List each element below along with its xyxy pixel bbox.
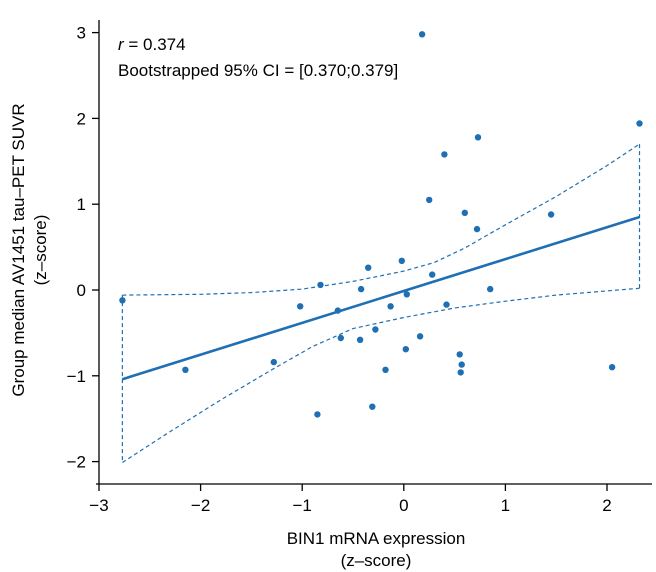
data-point: [443, 301, 450, 308]
data-point: [365, 264, 372, 271]
y-ticks: −2 −1 0 1 2 3: [67, 24, 99, 472]
y-tick-label: 3: [77, 24, 86, 43]
confidence-band: [121, 143, 641, 464]
data-point: [473, 225, 481, 233]
data-point: [357, 285, 365, 293]
x-tick-label: 2: [602, 496, 611, 515]
data-point: [314, 411, 321, 418]
x-tick-label: 0: [399, 496, 408, 515]
x-axis-title: BIN1 mRNA expression: [287, 529, 466, 548]
r-annotation: r = 0.374: [118, 35, 186, 54]
data-point: [182, 366, 189, 373]
data-point: [418, 31, 426, 38]
data-point: [337, 334, 344, 342]
data-point: [487, 285, 494, 293]
data-point: [297, 303, 304, 310]
y-tick-label: 0: [77, 281, 86, 300]
x-ticks: −3 −2 −1 0 1 2: [89, 484, 612, 515]
y-tick-label: 1: [77, 195, 86, 214]
r-symbol: r: [118, 35, 125, 54]
data-point: [547, 211, 555, 218]
x-tick-label: −1: [293, 496, 312, 515]
data-point: [356, 336, 364, 343]
ci-annotation: Bootstrapped 95% CI = [0.370;0.379]: [118, 61, 398, 80]
x-tick-label: −3: [89, 496, 108, 515]
data-point: [461, 209, 468, 216]
data-point: [372, 326, 379, 333]
data-point: [398, 257, 405, 264]
data-point: [474, 134, 482, 141]
axes: [96, 20, 652, 485]
y-tick-label: −2: [67, 453, 86, 472]
data-point: [270, 358, 277, 366]
data-point: [636, 120, 643, 127]
y-tick-label: −1: [67, 367, 86, 386]
x-axis-subtitle: (z–score): [341, 551, 412, 570]
y-axis-subtitle: (z–score): [31, 215, 50, 286]
data-point: [334, 307, 341, 314]
data-point: [426, 196, 433, 204]
ci-upper-line: [122, 143, 640, 296]
regression-line: [121, 215, 640, 381]
r-value: = 0.374: [124, 35, 186, 54]
data-points: [119, 31, 643, 418]
regression-fit: [121, 215, 640, 381]
data-point: [402, 346, 409, 353]
data-point: [441, 151, 448, 158]
data-point: [456, 351, 463, 358]
data-point: [382, 366, 389, 373]
data-point: [429, 271, 436, 278]
data-point: [457, 369, 464, 376]
data-point: [608, 364, 616, 371]
data-point: [403, 291, 410, 298]
data-point: [458, 361, 465, 368]
data-point: [119, 297, 126, 304]
data-point: [317, 281, 324, 289]
y-axis-title: Group median AV1451 tau–PET SUVR: [9, 103, 28, 396]
data-point: [387, 303, 394, 310]
ci-lower-line: [122, 287, 640, 464]
data-point: [369, 403, 376, 410]
y-tick-label: 2: [77, 109, 86, 128]
data-point: [416, 333, 424, 340]
x-tick-label: −2: [191, 496, 210, 515]
x-tick-label: 1: [501, 496, 510, 515]
